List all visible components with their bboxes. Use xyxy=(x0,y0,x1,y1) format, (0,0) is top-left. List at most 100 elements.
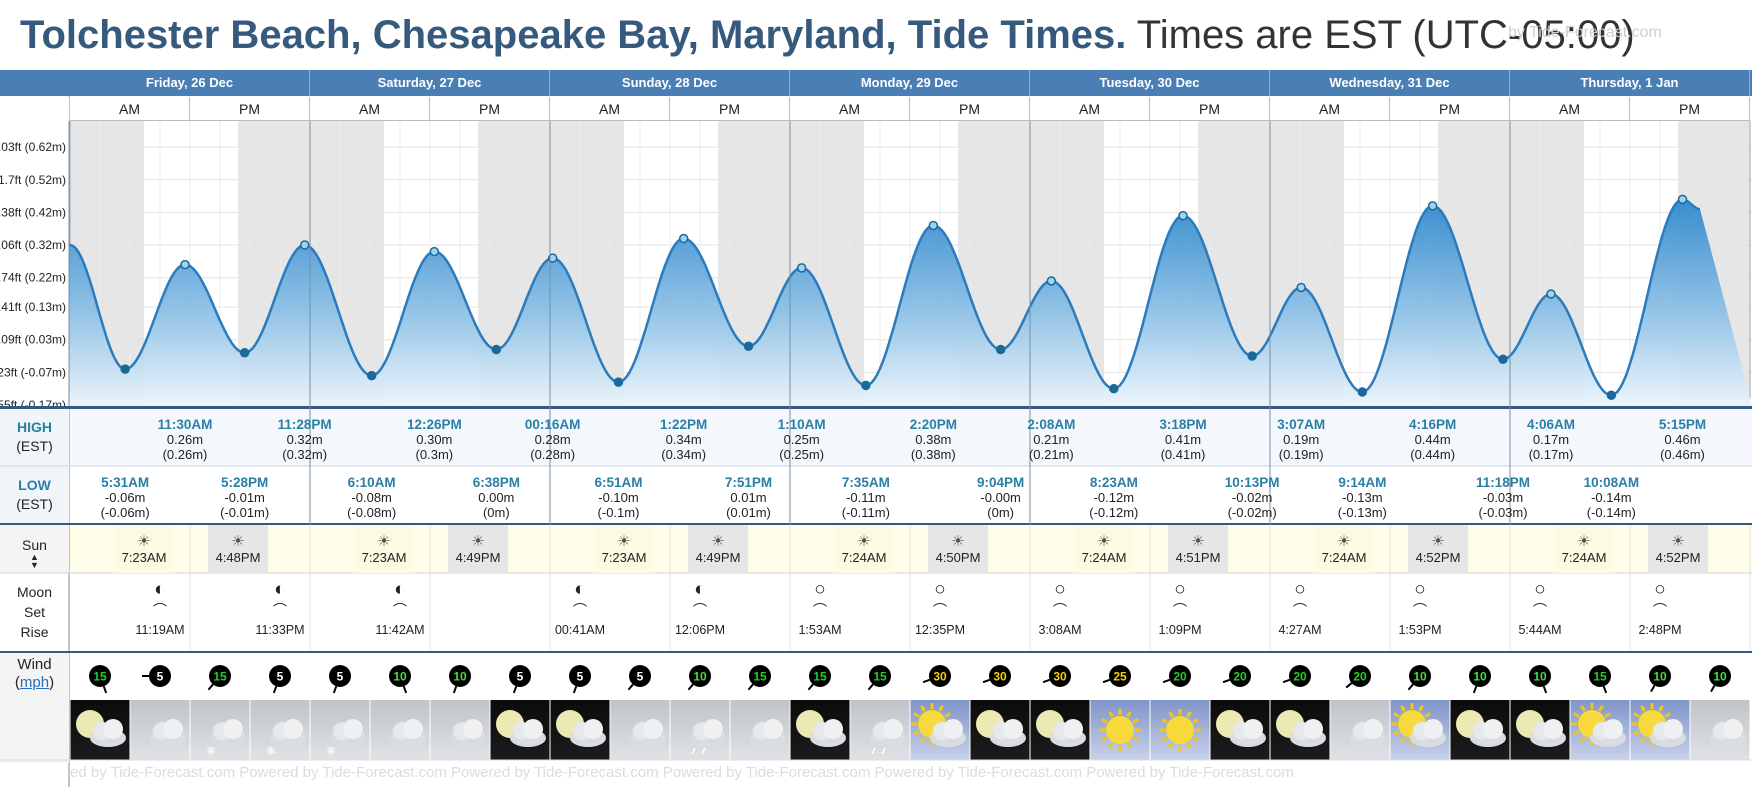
site-credit[interactable]: by Tide-Forecast.com xyxy=(1508,24,1662,41)
am-label: AM xyxy=(839,101,860,117)
low-height: -0.13m xyxy=(1342,490,1383,505)
low-height: -0.08m xyxy=(351,490,392,505)
sun-ray xyxy=(1101,736,1108,742)
low-height: -0.12m xyxy=(1093,490,1135,505)
sun-ray xyxy=(1573,730,1580,736)
moon-time: 1:09PM xyxy=(1158,623,1202,637)
low-height: -0.01m xyxy=(224,490,265,505)
sun-ray xyxy=(1604,712,1611,718)
sunset-cell: ☀ 4:49PM xyxy=(448,532,508,565)
wind-arrow-icon xyxy=(1282,678,1291,684)
cloud-part xyxy=(1423,719,1443,739)
sun-toggle-icon[interactable]: ▲ ▼ xyxy=(30,552,39,570)
snow-icon: ❄ xyxy=(206,744,216,758)
moonrise-icon: ⌒ xyxy=(1413,602,1427,618)
low-tide-point xyxy=(1247,351,1257,361)
sunrise-icon: ☀ xyxy=(617,533,631,550)
low-time: 6:38PM xyxy=(472,475,520,490)
sun-ray xyxy=(1424,712,1431,718)
sunset-time: 4:49PM xyxy=(455,550,501,565)
wind-arrow-icon xyxy=(1345,682,1353,689)
sun-ray xyxy=(1132,718,1139,724)
moonrise-icon: ⌒ xyxy=(1053,602,1067,618)
wind-speed-icon xyxy=(449,665,471,687)
moon-cell: ◐ ⌒ 11:19AM xyxy=(125,580,195,640)
wind-speed-value: 5 xyxy=(517,670,524,684)
sun-ray xyxy=(1192,718,1199,724)
high-height: 0.25m xyxy=(783,432,820,447)
am-label: AM xyxy=(1319,101,1340,117)
tide-chart: -0.55ft (-0.17m)-0.23ft (-0.07m)0.09ft (… xyxy=(0,70,1752,787)
moon-cell: ◐ ⌒ 00:41AM xyxy=(545,580,615,640)
day-label: Monday, 29 Dec xyxy=(860,75,959,90)
high-height: 0.34m xyxy=(665,432,702,447)
sunrise-time: 7:24AM xyxy=(1321,550,1367,565)
wind-speed-icon xyxy=(989,665,1011,687)
moonrise-icon: ⌒ xyxy=(1653,602,1667,618)
high-height-alt: (0.28m) xyxy=(530,447,576,462)
low-height-alt: (-0.1m) xyxy=(597,505,640,520)
rain-icon xyxy=(691,747,696,755)
wind-speed-value: 15 xyxy=(1593,670,1607,684)
low-height-alt: (0m) xyxy=(987,505,1015,520)
sunset-time: 4:49PM xyxy=(695,550,741,565)
y-tick-label: 0.09ft (0.03m) xyxy=(0,333,66,347)
wind-speed-icon xyxy=(1409,665,1431,687)
high-tide-cell: 4:06AM 0.17m (0.17m) xyxy=(1511,417,1591,462)
low-height-alt: (-0.03m) xyxy=(1478,505,1528,520)
wind-speed-value: 5 xyxy=(277,670,284,684)
cloud-part xyxy=(763,719,783,739)
wind-label-bg xyxy=(0,653,69,763)
day-header: Thursday, 1 Jan xyxy=(1510,70,1750,96)
sunset-cell-bg xyxy=(208,525,268,573)
wind-speed-value: 10 xyxy=(1533,670,1547,684)
sunrise-cell-bg xyxy=(594,525,654,573)
sun-ray xyxy=(1161,718,1168,724)
sun-ray xyxy=(1640,736,1646,743)
low-time: 8:23AM xyxy=(1089,475,1138,490)
wind-speed-icon xyxy=(209,665,231,687)
wind-speed-value: 10 xyxy=(693,670,707,684)
low-height: -0.00m xyxy=(980,490,1021,505)
wind-label: Wind (mph) xyxy=(14,656,55,691)
sunset-cell: ☀ 4:51PM xyxy=(1168,532,1228,565)
wind-unit-link[interactable]: mph xyxy=(19,674,50,691)
low-height-alt: (-0.14m) xyxy=(1586,505,1636,520)
sun-ray xyxy=(1168,742,1174,749)
am-label: AM xyxy=(1079,101,1100,117)
cloud-part xyxy=(703,719,723,739)
sun-ray xyxy=(1400,705,1406,712)
moon-phase-icon: ○ xyxy=(1174,579,1186,600)
high-label: HIGH (EST) xyxy=(0,418,69,456)
sunrise-cell: ☀ 7:24AM xyxy=(1074,532,1134,565)
low-tide-cell: 9:04PM -0.00m (0m) xyxy=(961,475,1041,520)
sun-ray xyxy=(920,736,926,743)
am-label: AM xyxy=(599,101,620,117)
low-time: 10:13PM xyxy=(1224,475,1280,490)
high-time: 3:18PM xyxy=(1159,417,1207,432)
high-tide-cell: 1:22PM 0.34m (0.34m) xyxy=(644,417,724,462)
sunrise-icon: ☀ xyxy=(1097,533,1111,550)
low-tide-cell: 7:35AM -0.11m (-0.11m) xyxy=(826,475,906,520)
high-height: 0.26m xyxy=(166,432,204,447)
low-time: 9:04PM xyxy=(977,475,1025,490)
sunset-cell: ☀ 4:50PM xyxy=(928,532,988,565)
sun-ray xyxy=(1161,736,1168,742)
low-time: 5:28PM xyxy=(221,475,269,490)
cloud-part xyxy=(523,719,543,739)
wind-speed-value: 30 xyxy=(933,670,947,684)
pm-label: PM xyxy=(479,101,500,117)
wind-arrow-icon xyxy=(1650,685,1656,693)
sunrise-cell: ☀ 7:24AM xyxy=(1314,532,1374,565)
wind-arrow-icon xyxy=(332,685,338,694)
low-height-alt: (-0.08m) xyxy=(347,505,397,520)
sunset-icon: ☀ xyxy=(471,533,485,550)
sun-ray xyxy=(1192,736,1199,742)
high-time: 3:07AM xyxy=(1277,417,1326,432)
sunset-icon: ☀ xyxy=(951,533,965,550)
wind-arrow-icon xyxy=(922,678,931,684)
sunrise-time: 7:24AM xyxy=(841,550,887,565)
moon-phase-icon: ○ xyxy=(1534,579,1546,600)
high-tide-cell: 1:10AM 0.25m (0.25m) xyxy=(762,417,842,462)
low-tide-cell: 5:28PM -0.01m (-0.01m) xyxy=(205,475,285,520)
